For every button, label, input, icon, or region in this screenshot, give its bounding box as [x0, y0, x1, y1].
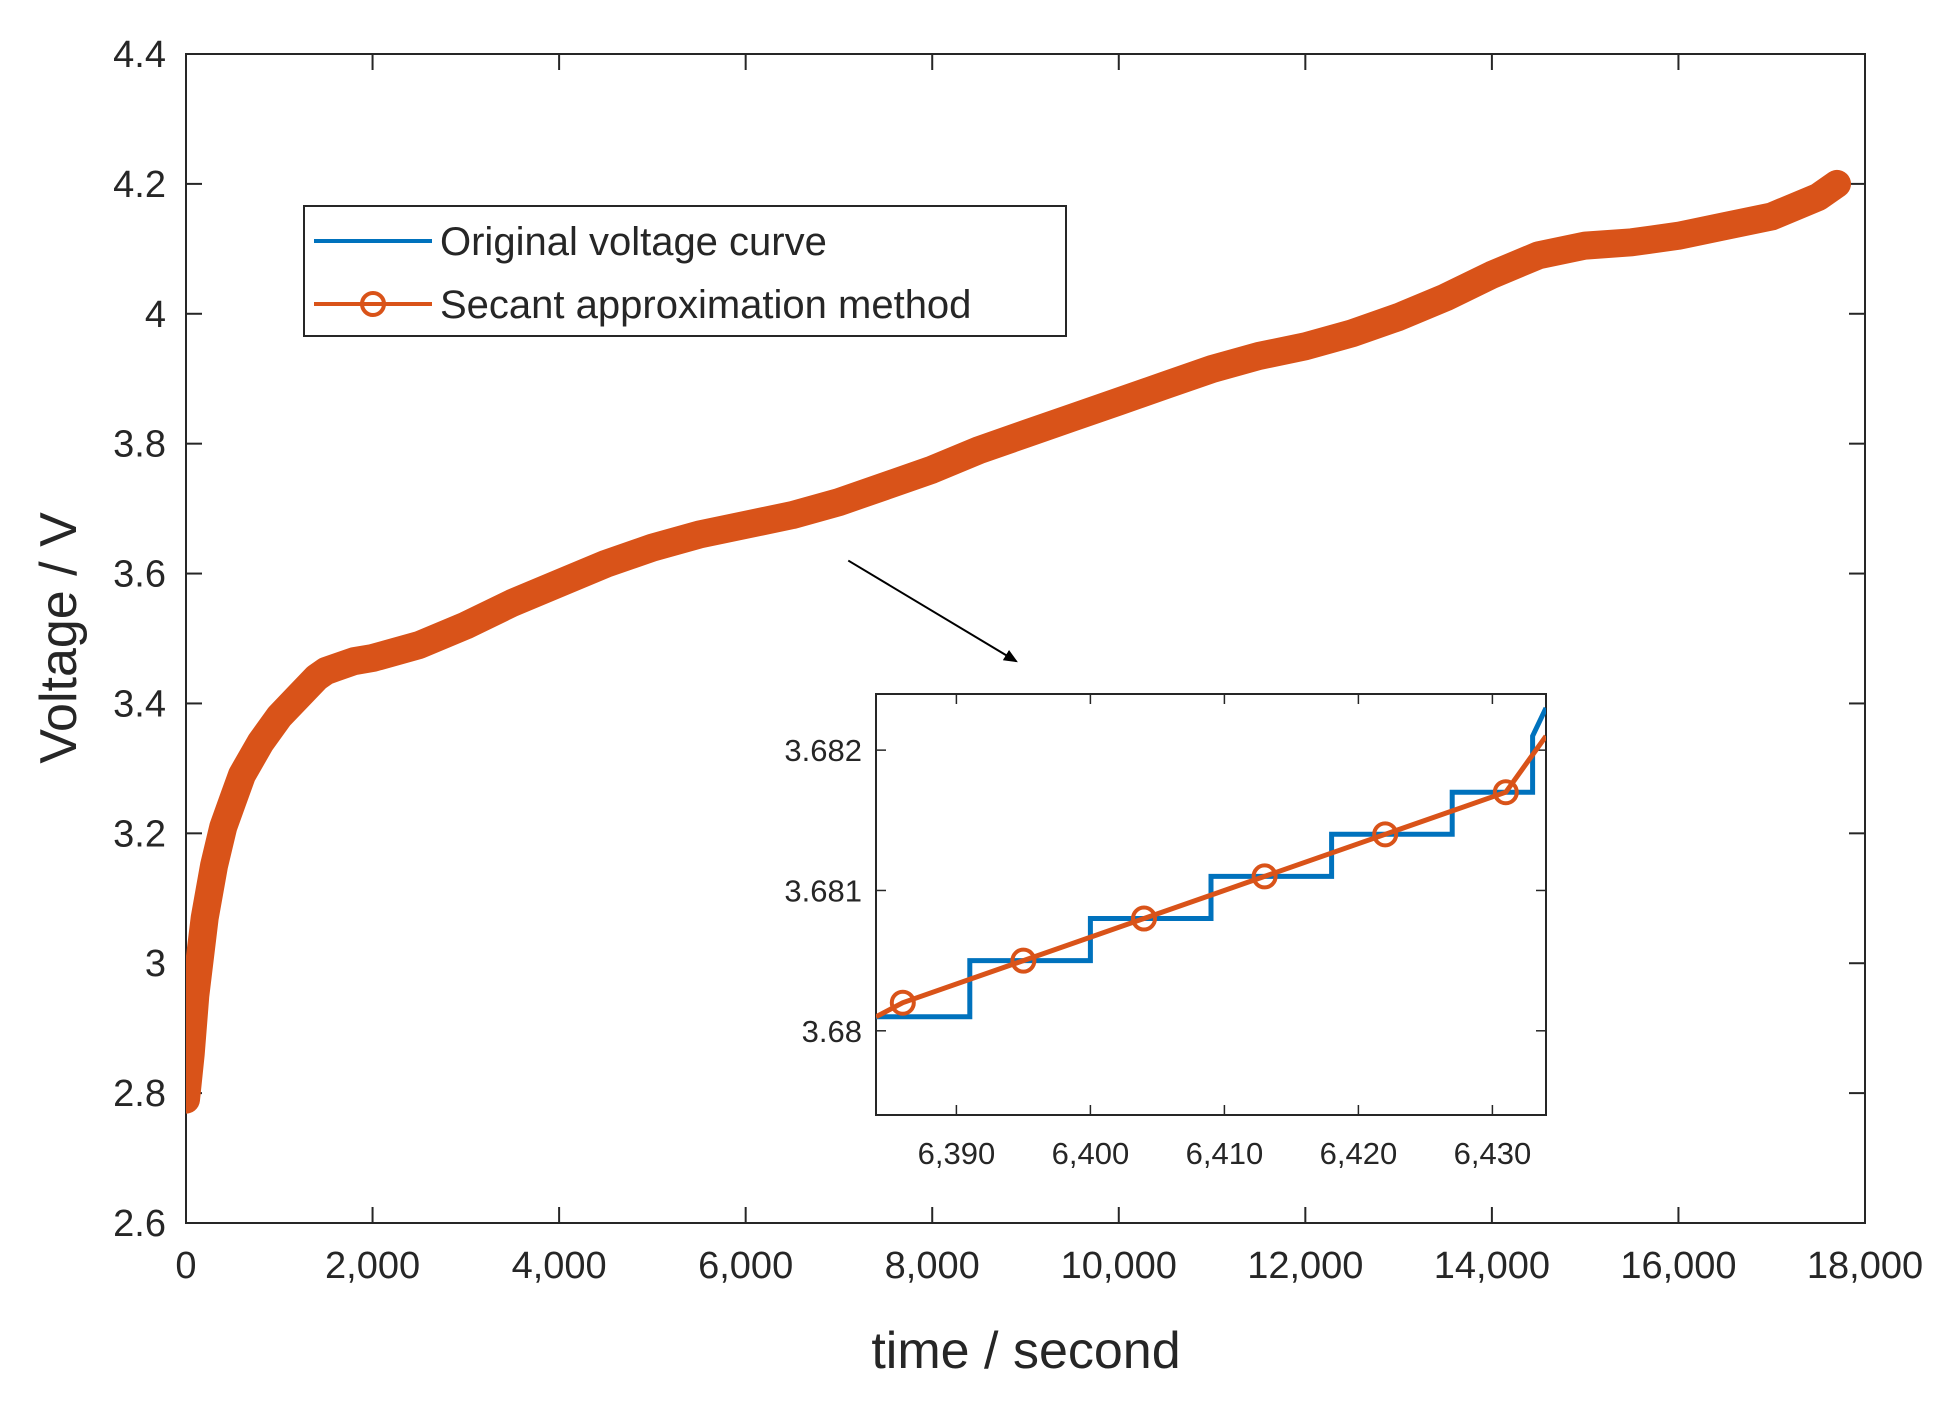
- x-tick-label: 6,000: [698, 1245, 793, 1287]
- x-tick-label: 14,000: [1434, 1245, 1550, 1287]
- x-tick-label: 16,000: [1620, 1245, 1736, 1287]
- x-tick-label: 10,000: [1061, 1245, 1177, 1287]
- secant-marker-point: [1492, 779, 1519, 806]
- y-tick-label: 4.4: [113, 34, 166, 76]
- secant-marker-point: [1251, 863, 1278, 890]
- y-tick-label: 3.4: [113, 683, 166, 725]
- legend-marker-secant: [360, 291, 386, 317]
- inset-y-tick-label: 3.681: [784, 873, 862, 908]
- y-tick-label: 2.8: [113, 1073, 166, 1115]
- inset-ticks: 6,390 6,400 6,410 6,420 6,430 3.68 3.681 3.682: [784, 694, 1546, 1171]
- y-tick-label: 3.2: [113, 813, 166, 855]
- x-tick-label: 18,000: [1807, 1245, 1923, 1287]
- inset-y-tick-label: 3.682: [784, 733, 862, 768]
- y-axis-title: Voltage / V: [30, 512, 88, 764]
- x-axis-title: time / second: [871, 1322, 1180, 1380]
- zoom-arrow: [847, 559, 1018, 663]
- inset-y-tick-label: 3.68: [802, 1014, 862, 1049]
- inset-x-tick-label: 6,390: [918, 1136, 996, 1171]
- y-tick-label: 4.2: [113, 164, 166, 206]
- legend-box: [303, 205, 1067, 337]
- x-tick-label: 12,000: [1247, 1245, 1363, 1287]
- x-tick-label: 8,000: [885, 1245, 980, 1287]
- inset-x-tick-label: 6,430: [1454, 1136, 1532, 1171]
- secant-marker-point: [889, 989, 916, 1016]
- main-ticks: 0 2,000 4,000 6,000 8,000 10,000 12,000 14,000 1…: [113, 34, 1923, 1287]
- y-tick-label: 3: [145, 943, 166, 985]
- x-tick-label: 2,000: [325, 1245, 420, 1287]
- legend: Original voltage curve Secant approximat…: [303, 205, 1067, 337]
- secant-marker-point: [1010, 947, 1037, 974]
- inset-series: [876, 706, 1546, 1020]
- y-tick-label: 2.6: [113, 1203, 166, 1245]
- secant-marker-point: [1131, 905, 1157, 932]
- series-line-secant-inset: [876, 734, 1546, 1020]
- series-line-secant-main: [186, 169, 1851, 1114]
- inset-x-tick-label: 6,400: [1052, 1136, 1130, 1171]
- inset-x-tick-label: 6,410: [1186, 1136, 1264, 1171]
- secant-marker-point: [1372, 821, 1399, 848]
- legend-label-secant: Secant approximation method: [440, 283, 971, 327]
- y-tick-label: 3.6: [113, 554, 166, 596]
- y-tick-label: 4: [145, 294, 166, 336]
- legend-label-original: Original voltage curve: [440, 220, 827, 264]
- inset-x-tick-label: 6,420: [1320, 1136, 1398, 1171]
- y-tick-label: 3.8: [113, 424, 166, 466]
- x-tick-label: 4,000: [512, 1245, 607, 1287]
- main-series: [186, 169, 1851, 1114]
- x-tick-label: 0: [175, 1245, 196, 1287]
